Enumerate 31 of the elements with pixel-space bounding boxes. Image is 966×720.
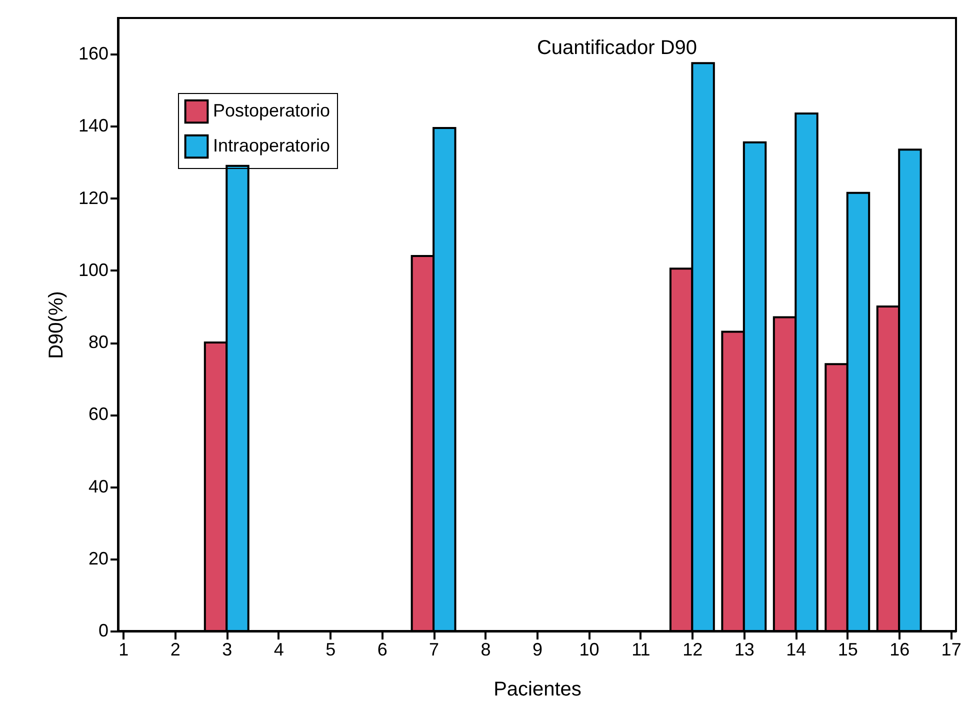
x-tick-label: 13 (734, 640, 754, 660)
x-tick-label: 3 (222, 640, 232, 660)
x-tick-label: 17 (941, 640, 962, 660)
x-tick-label: 8 (480, 640, 491, 660)
x-tick-label: 12 (682, 640, 703, 660)
y-tick-label: 140 (78, 116, 108, 136)
x-tick-label: 1 (118, 640, 129, 660)
x-tick-label: 16 (890, 640, 910, 660)
y-tick-label: 60 (88, 404, 108, 424)
x-tick-label: 6 (377, 640, 388, 660)
legend-label: Postoperatorio (213, 100, 330, 120)
x-axis-title: Pacientes (494, 678, 582, 700)
x-tick-label: 15 (838, 640, 858, 660)
x-tick-label: 2 (170, 640, 180, 660)
y-tick-label: 20 (88, 548, 108, 568)
text: Cuantificador D90 (536, 37, 698, 59)
x-tick-label: 4 (274, 640, 284, 660)
x-tick-label: 9 (532, 640, 543, 660)
x-tick-label: 14 (786, 640, 806, 660)
x-tick-label: 7 (429, 640, 440, 660)
y-axis-title: D90(%) (45, 291, 68, 359)
y-tick-label: 40 (88, 476, 108, 496)
legend-label: Intraoperatorio (213, 136, 330, 156)
y-tick-label: 80 (88, 332, 108, 352)
y-tick-label: 120 (78, 188, 108, 208)
x-tick-label: 5 (326, 640, 336, 660)
x-tick-label: 10 (579, 640, 600, 660)
y-tick-label: 100 (78, 260, 108, 280)
y-tick-label: 0 (98, 620, 108, 640)
x-tick-label: 11 (632, 640, 650, 660)
y-tick-label: 160 (78, 44, 108, 64)
